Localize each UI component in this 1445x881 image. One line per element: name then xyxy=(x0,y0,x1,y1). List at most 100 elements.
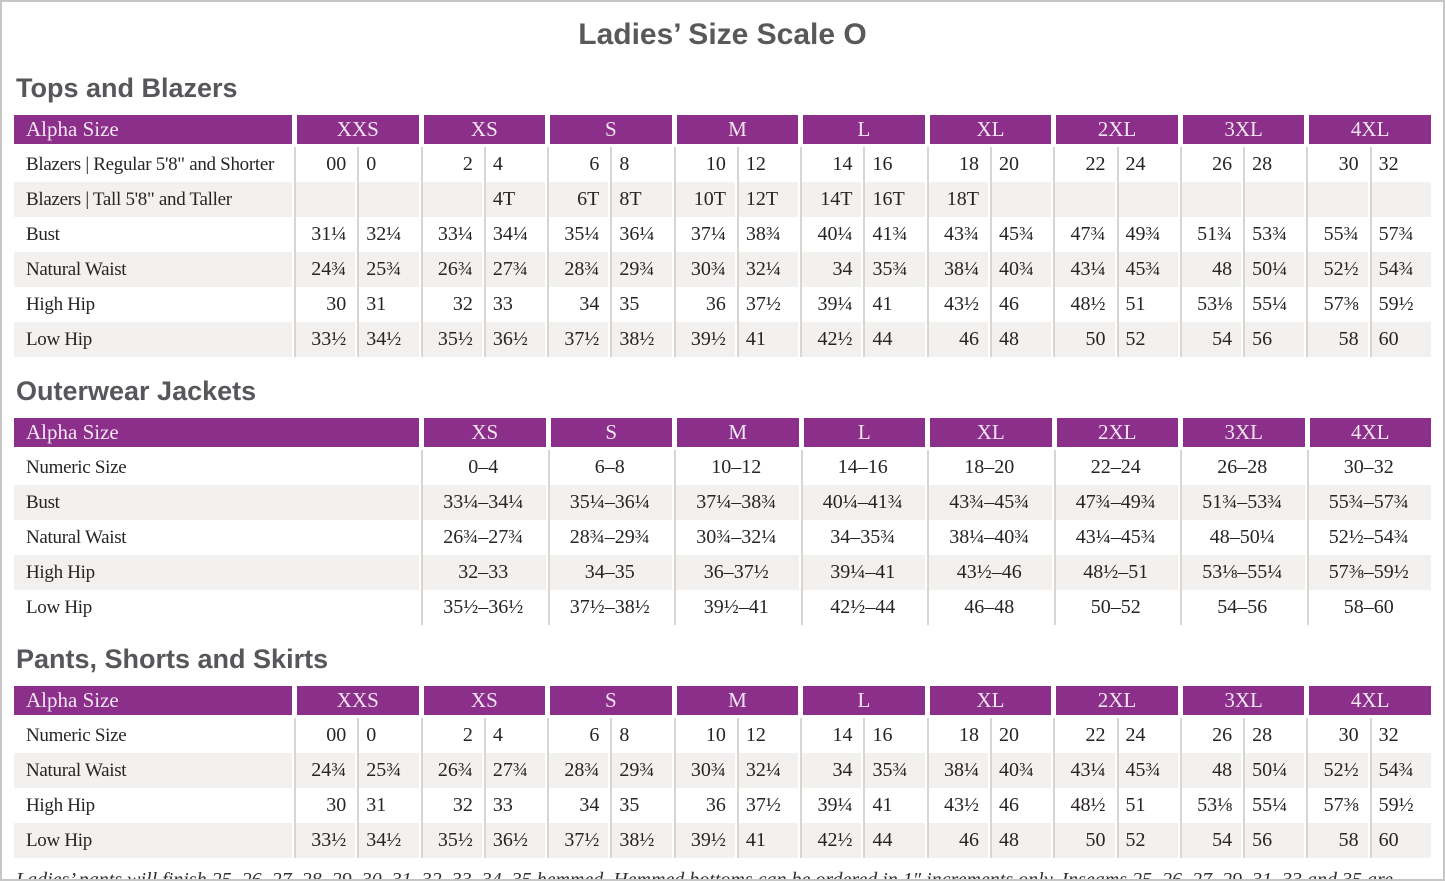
size-column-header: 3XL xyxy=(1177,686,1305,718)
value-cell: 54–56 xyxy=(1178,590,1305,625)
value-cell: 32–33 xyxy=(419,555,546,590)
value-cell: 37½ xyxy=(734,287,799,322)
value-cell: 55¼ xyxy=(1241,287,1305,322)
size-column-header: XS xyxy=(419,418,546,450)
value-cell: 57⅜–59½ xyxy=(1304,555,1431,590)
value-cell: 16 xyxy=(861,147,925,182)
header-row: Alpha Size XS S M L XL 2XL 3XL 4XL xyxy=(14,418,1431,450)
value-cell: 36¼ xyxy=(608,217,672,252)
value-cell xyxy=(292,182,356,217)
value-cell: 18T xyxy=(924,182,988,217)
value-cell: 56 xyxy=(1241,823,1305,858)
value-cell: 4 xyxy=(481,147,546,182)
value-cell: 29¾ xyxy=(608,753,672,788)
value-cell: 52 xyxy=(1114,823,1178,858)
value-cell: 60 xyxy=(1367,322,1431,357)
value-cell: 4 xyxy=(481,718,546,753)
value-cell: 41 xyxy=(734,823,799,858)
value-cell: 48 xyxy=(1177,252,1242,287)
value-cell xyxy=(1051,182,1115,217)
value-cell: 38¼ xyxy=(924,753,988,788)
value-cell: 57¾ xyxy=(1367,217,1431,252)
size-column-header: 3XL xyxy=(1177,115,1305,147)
value-cell: 44 xyxy=(861,322,925,357)
value-cell: 59½ xyxy=(1367,287,1431,322)
value-cell: 32 xyxy=(1367,147,1431,182)
value-cell: 50¼ xyxy=(1241,753,1305,788)
size-column-header: 2XL xyxy=(1051,686,1178,718)
value-cell: 8T xyxy=(608,182,672,217)
value-cell: 46 xyxy=(988,788,1052,823)
value-cell: 33 xyxy=(481,788,546,823)
value-cell: 44 xyxy=(861,823,925,858)
value-cell: 31¼ xyxy=(292,217,356,252)
value-cell: 24¾ xyxy=(292,252,356,287)
value-cell: 42½ xyxy=(798,322,862,357)
value-cell: 6 xyxy=(545,147,609,182)
value-cell: 18 xyxy=(924,147,988,182)
value-cell: 53⅛ xyxy=(1177,788,1242,823)
value-cell: 45¾ xyxy=(988,217,1052,252)
value-cell: 26 xyxy=(1177,718,1242,753)
value-cell: 30 xyxy=(1304,718,1368,753)
value-cell: 27¾ xyxy=(481,252,546,287)
value-cell: 52½ xyxy=(1304,252,1368,287)
value-cell: 30 xyxy=(1304,147,1368,182)
value-cell: 18 xyxy=(924,718,988,753)
value-cell: 47¾–49¾ xyxy=(1051,485,1178,520)
value-cell: 57⅜ xyxy=(1304,788,1368,823)
size-column-header: 2XL xyxy=(1051,115,1178,147)
value-cell: 37¼ xyxy=(671,217,735,252)
size-column-header: XL xyxy=(924,115,1052,147)
value-cell: 43½–46 xyxy=(925,555,1052,590)
value-cell: 24 xyxy=(1114,718,1178,753)
value-cell: 38¼–40¾ xyxy=(925,520,1052,555)
value-cell: 00 xyxy=(292,147,356,182)
table-row: Low Hip 33½ 34½ 35½ 36½ 37½ 38½ 39½ 41 42½ 44 46 48 5… xyxy=(14,322,1431,357)
value-cell: 26¾–27¾ xyxy=(419,520,546,555)
row-label: High Hip xyxy=(14,555,419,590)
header-row: Alpha Size XXS XS S M L XL 2XL 3XL 4XL xyxy=(14,686,1431,718)
row-label: Blazers | Regular 5'8" and Shorter xyxy=(26,153,275,175)
value-cell: 30 xyxy=(292,287,356,322)
size-column-header: L xyxy=(798,115,925,147)
value-cell: 29¾ xyxy=(608,252,672,287)
value-cell: 43¾–45¾ xyxy=(925,485,1052,520)
table-row: Bust 33¼–34¼ 35¼–36¼ 37¼–38¾ 40¼–41¾ 43¾–45¾ 4… xyxy=(14,485,1431,520)
value-cell: 10–12 xyxy=(672,450,799,485)
value-cell: 37½ xyxy=(545,322,609,357)
value-cell: 55¾–57¾ xyxy=(1304,485,1431,520)
value-cell: 43¾ xyxy=(924,217,988,252)
value-cell: 54 xyxy=(1177,322,1242,357)
size-column-header: 2XL xyxy=(1051,418,1178,450)
value-cell: 2 xyxy=(418,147,482,182)
value-cell: 55¼ xyxy=(1241,788,1305,823)
section-title-tops-and-blazers: Tops and Blazers xyxy=(16,73,238,103)
value-cell: 34½ xyxy=(355,322,419,357)
value-cell: 39½ xyxy=(671,322,735,357)
value-cell: 54¾ xyxy=(1367,252,1431,287)
size-column-header: XXS xyxy=(292,115,419,147)
size-column-header: 3XL xyxy=(1178,418,1305,450)
size-column-header: XL xyxy=(925,418,1052,450)
section-title-pants-shorts-skirts: Pants, Shorts and Skirts xyxy=(16,644,329,674)
alpha-size-header: Alpha Size xyxy=(14,418,419,450)
value-cell: 20 xyxy=(988,147,1052,182)
value-cell: 33½ xyxy=(292,322,356,357)
value-cell: 32 xyxy=(1367,718,1431,753)
value-cell: 12 xyxy=(734,147,799,182)
value-cell: 22–24 xyxy=(1051,450,1178,485)
size-column-header: S xyxy=(545,115,672,147)
value-cell xyxy=(1367,182,1431,217)
value-cell: 42½–44 xyxy=(798,590,925,625)
value-cell: 27¾ xyxy=(481,753,546,788)
table-row: High Hip 30 31 32 33 34 35 36 37½ 39¼ 41 43½ 46 48½ 51… xyxy=(14,788,1431,823)
value-cell: 35½ xyxy=(418,823,482,858)
value-cell: 40¼ xyxy=(798,217,862,252)
value-cell: 50 xyxy=(1051,322,1115,357)
value-cell: 58–60 xyxy=(1304,590,1431,625)
value-cell: 48½–51 xyxy=(1051,555,1178,590)
value-cell: 18–20 xyxy=(925,450,1052,485)
value-cell: 34–35¾ xyxy=(798,520,925,555)
header-row: Alpha Size XXS XS S M L XL 2XL 3XL 4XL xyxy=(14,115,1431,147)
